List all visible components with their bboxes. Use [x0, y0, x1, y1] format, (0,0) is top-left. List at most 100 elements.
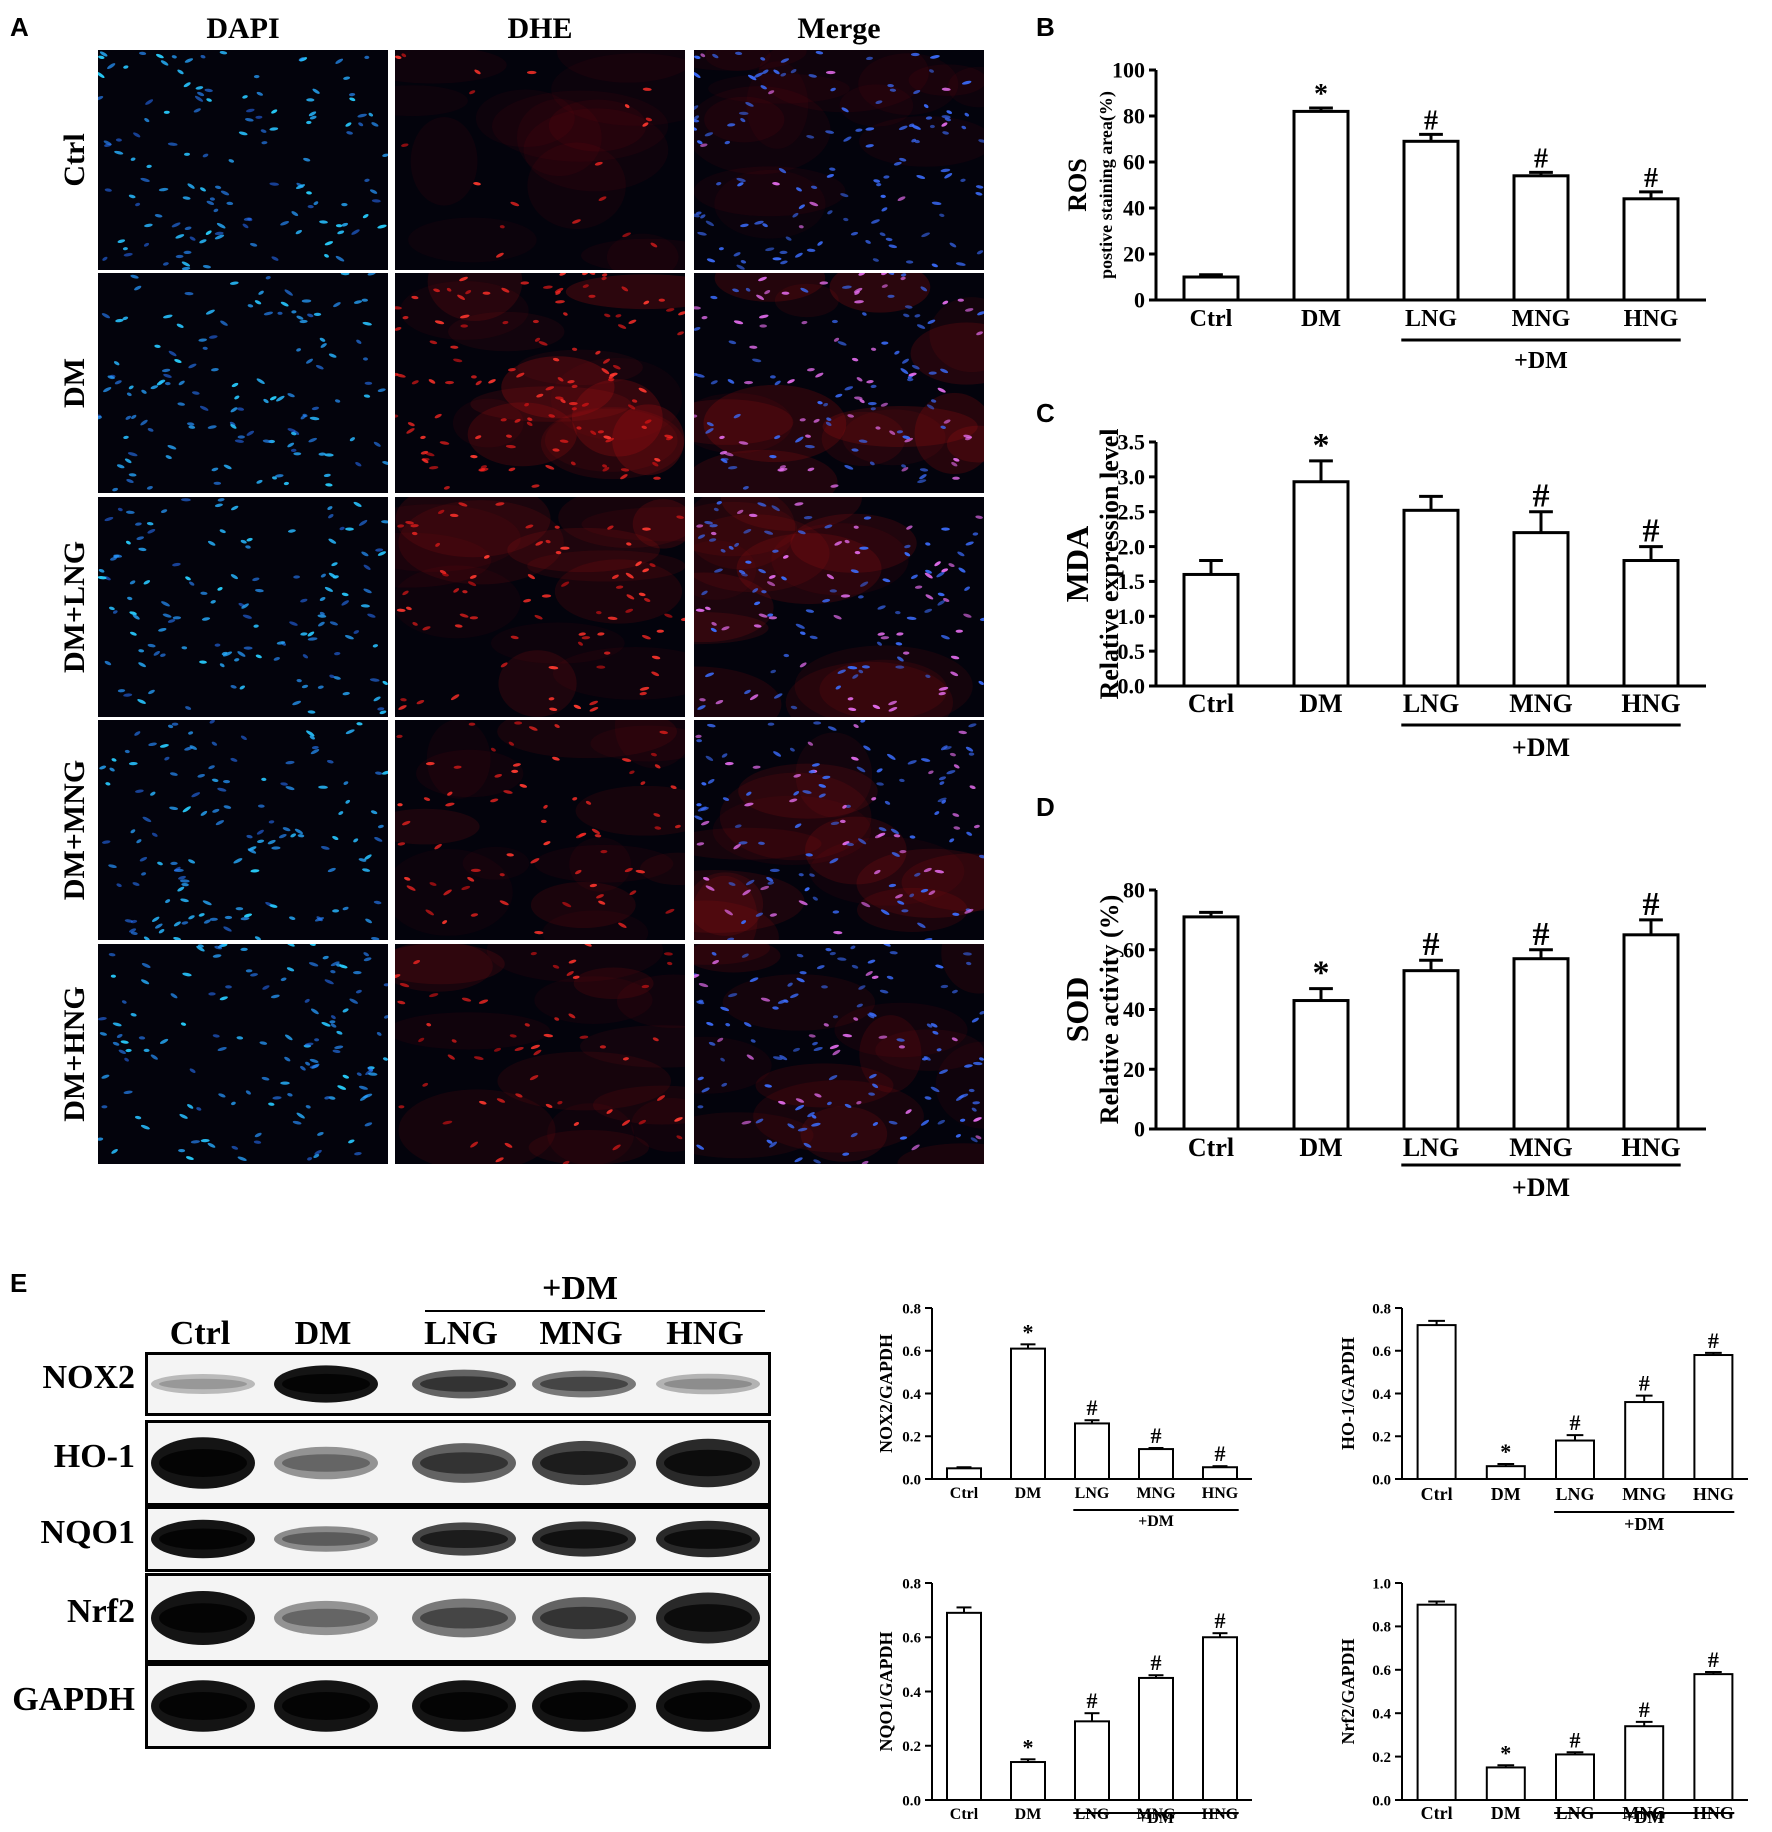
- significance-mark: #: [1087, 1395, 1098, 1420]
- blot-lane-lng: LNG: [424, 1315, 498, 1352]
- y-tick-label: 0.8: [902, 1301, 921, 1317]
- row-label-ctrl: Ctrl: [58, 133, 91, 187]
- significance-mark: #: [1151, 1423, 1162, 1448]
- chart-e-nqo1: 0.0 0.2 0.4 0.6 0.8 NQO1/GAPDH Ctrl * DM # LNG # MNG…: [876, 1576, 1252, 1827]
- bar-ctrl: [946, 1467, 982, 1480]
- bar-lng: [1555, 1439, 1595, 1480]
- blot-label-nrf2: Nrf2: [67, 1593, 135, 1630]
- micrograph-merge-dm-hng: [694, 944, 984, 1164]
- row-label-dm-lng: DM+LNG: [58, 540, 91, 674]
- significance-mark: #: [1424, 105, 1438, 136]
- bar-dm: [1485, 1465, 1526, 1481]
- significance-mark: #: [1533, 916, 1550, 953]
- y-tick-label: 0.8: [902, 1576, 921, 1592]
- category-label-dm: DM: [1491, 1484, 1521, 1504]
- micrograph-dhe-dm: [395, 273, 685, 493]
- category-label-mng: MNG: [1509, 689, 1573, 718]
- bar-hng: [1202, 1636, 1238, 1801]
- significance-mark: #: [1423, 926, 1440, 963]
- y-axis-label: NQO1/GAPDH: [876, 1632, 896, 1752]
- category-label-dm: DM: [1301, 306, 1341, 332]
- chart-e-nrf2: 0.00.20.40.60.81.0Nrf2/GAPDHCtrl*DM#LNG#…: [1338, 1576, 1748, 1827]
- row-label-dm-hng: DM+HNG: [58, 986, 91, 1122]
- significance-mark: *: [1023, 1319, 1034, 1344]
- bar-mng: [1138, 1448, 1174, 1480]
- panel-label-a: A: [10, 12, 29, 42]
- bar-lng: [1555, 1753, 1595, 1801]
- micrograph-merge-dm: [694, 273, 984, 493]
- panel-label-c: C: [1036, 398, 1055, 428]
- category-label-ctrl: Ctrl: [1190, 306, 1233, 332]
- y-tick-label: 20: [1123, 1057, 1145, 1082]
- bar-mng: [1624, 1725, 1665, 1801]
- y-tick-label: 0.4: [1372, 1387, 1391, 1403]
- category-label-hng: HNG: [1624, 306, 1679, 332]
- category-label-ctrl: Ctrl: [950, 1485, 979, 1502]
- significance-mark: *: [1023, 1734, 1034, 1759]
- bar-mng: [1512, 174, 1570, 302]
- bar-lng: [1074, 1720, 1110, 1801]
- category-label-dm: DM: [1299, 1133, 1342, 1162]
- significance-mark: #: [1533, 478, 1550, 515]
- blot-lane-dm: DM: [294, 1315, 352, 1352]
- chart-d-sod: 0 20 40 60 80 SOD Relative activity (%) Ctrl * DM…: [1059, 878, 1706, 1202]
- bar-dm: [1292, 109, 1350, 302]
- y-tick-label: 40: [1123, 997, 1145, 1022]
- micrograph-dapi-dm-hng: [98, 944, 388, 1164]
- blot-strip-ho-1: [145, 1420, 771, 1506]
- y-tick-label: 0.0: [902, 1472, 921, 1488]
- significance-mark: #: [1570, 1410, 1581, 1435]
- panel-label-e: E: [10, 1268, 28, 1298]
- significance-mark: #: [1087, 1688, 1098, 1713]
- category-label-ctrl: Ctrl: [1188, 689, 1234, 718]
- blot-label-gapdh: GAPDH: [12, 1681, 135, 1718]
- y-tick-label: 0.4: [902, 1685, 921, 1701]
- micrograph-dhe-dm-hng: [395, 944, 685, 1164]
- group-label: +DM: [1512, 733, 1570, 762]
- chart-c-mda: 0.0 0.5 1.0 1.5 2.0 2.5 3.0 3.5 MDA Relative expr…: [1059, 427, 1706, 762]
- significance-mark: #: [1639, 1697, 1650, 1722]
- micrograph-dapi-dm-lng: [98, 497, 388, 717]
- y-axis-label: Nrf2/GAPDH: [1338, 1639, 1358, 1745]
- bar-dm: [1485, 1766, 1526, 1801]
- y-tick-label: 0.8: [1372, 1620, 1391, 1636]
- category-label-hng: HNG: [1202, 1485, 1239, 1502]
- bar-hng: [1622, 933, 1680, 1131]
- y-axis-label-secondary: Relative activity (%): [1095, 895, 1124, 1125]
- bar-ctrl: [1416, 1324, 1457, 1480]
- y-axis-label: SOD: [1059, 977, 1095, 1043]
- bar-ctrl: [1182, 572, 1240, 688]
- category-label-ctrl: Ctrl: [1421, 1484, 1453, 1504]
- group-label: +DM: [1512, 1173, 1570, 1202]
- y-tick-label: 1.0: [1118, 604, 1146, 629]
- blot-lane-ctrl: Ctrl: [169, 1315, 231, 1352]
- y-axis-label-secondary: Relative expression level: [1095, 428, 1124, 699]
- bar-hng: [1622, 197, 1680, 302]
- bar-dm: [1292, 480, 1350, 688]
- bar-lng: [1402, 139, 1460, 302]
- y-tick-label: 0.0: [1372, 1793, 1391, 1809]
- blot-strip-nox2: [145, 1352, 771, 1416]
- bar-dm: [1010, 1347, 1046, 1480]
- bar-ctrl: [946, 1611, 982, 1802]
- y-tick-label: 0: [1134, 288, 1145, 313]
- significance-mark: #: [1151, 1650, 1162, 1675]
- bar-mng: [1624, 1401, 1665, 1480]
- y-tick-label: 0.2: [902, 1739, 921, 1755]
- bar-lng: [1402, 969, 1460, 1131]
- blot-group-line: [425, 1310, 765, 1312]
- y-tick-label: 60: [1123, 937, 1145, 962]
- y-tick-label: 60: [1123, 150, 1145, 175]
- significance-mark: *: [1500, 1439, 1511, 1464]
- bar-dm: [1292, 999, 1350, 1131]
- category-label-dm: DM: [1015, 1485, 1042, 1502]
- column-header-dhe: DHE: [507, 12, 573, 45]
- panel-label-d: D: [1036, 792, 1055, 822]
- bar-hng: [1202, 1466, 1238, 1480]
- micrograph-dapi-dm-mng: [98, 720, 388, 940]
- blot-group-header: +DM: [541, 1270, 619, 1307]
- y-tick-label: 0.0: [902, 1793, 921, 1809]
- micrograph-merge-dm-mng: [694, 720, 984, 940]
- y-tick-label: 0: [1134, 1117, 1145, 1142]
- micrograph-dapi-ctrl: [98, 50, 388, 270]
